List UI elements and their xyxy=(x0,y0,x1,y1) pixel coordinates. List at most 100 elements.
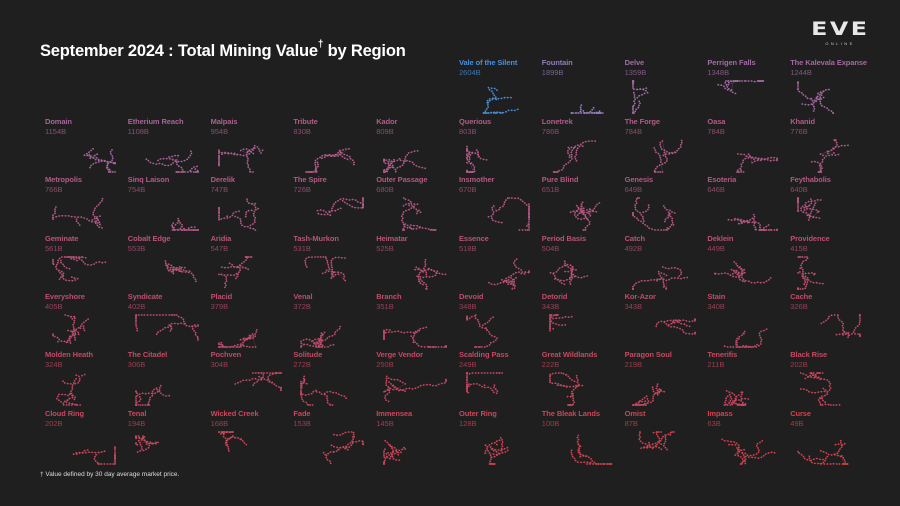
system-dot xyxy=(383,171,386,173)
system-dot xyxy=(473,170,476,173)
system-dot xyxy=(550,316,553,318)
region-name: Pure Blind xyxy=(541,175,579,185)
system-dot xyxy=(505,199,507,202)
system-dot xyxy=(482,158,485,161)
system-dot xyxy=(164,264,167,266)
system-dot xyxy=(687,332,690,335)
system-dot xyxy=(582,209,585,212)
system-dot xyxy=(657,272,660,275)
system-dot xyxy=(736,80,739,82)
system-dot xyxy=(760,342,763,345)
region-cell: Malpais 954B xyxy=(211,117,293,175)
system-dot xyxy=(661,280,664,283)
system-dot xyxy=(575,151,577,154)
region-name: Detorid xyxy=(541,291,568,301)
system-dot xyxy=(348,147,351,150)
system-dot xyxy=(486,321,489,324)
system-dot xyxy=(755,221,757,224)
system-dot xyxy=(684,319,687,322)
system-dot xyxy=(507,109,510,112)
system-dot xyxy=(749,155,752,157)
system-dot xyxy=(674,319,677,322)
system-dot xyxy=(188,325,191,328)
system-dot xyxy=(583,229,586,232)
system-dot xyxy=(840,144,843,147)
system-dot xyxy=(753,158,756,161)
jump-line xyxy=(805,206,808,216)
system-dot xyxy=(748,221,751,224)
system-dot xyxy=(107,168,110,171)
system-dot xyxy=(326,154,329,157)
jump-line xyxy=(660,162,663,173)
system-dot xyxy=(572,273,574,276)
system-dot xyxy=(815,100,818,103)
system-dot xyxy=(734,80,737,82)
system-dot xyxy=(730,80,733,83)
system-dot xyxy=(300,345,303,348)
system-dot xyxy=(490,217,493,220)
system-dot xyxy=(854,326,857,329)
system-dot xyxy=(179,228,181,230)
system-dot xyxy=(424,227,427,230)
system-dot xyxy=(498,208,500,211)
system-dot xyxy=(718,272,720,275)
system-dot xyxy=(810,202,813,205)
system-dot xyxy=(561,316,564,319)
system-dot xyxy=(383,334,386,337)
system-dot xyxy=(561,265,564,268)
system-dot xyxy=(338,256,340,258)
system-dot xyxy=(647,227,650,230)
system-dot xyxy=(570,315,573,318)
system-dot xyxy=(52,214,54,217)
system-dot xyxy=(818,98,821,101)
system-dot xyxy=(72,256,75,259)
system-dot xyxy=(93,209,96,212)
system-dot xyxy=(184,322,186,325)
system-dot xyxy=(417,275,420,278)
system-dot xyxy=(493,87,496,90)
system-dot xyxy=(251,332,253,335)
system-dot xyxy=(171,313,174,316)
system-dot xyxy=(170,155,173,158)
system-dot xyxy=(502,111,504,114)
system-dot xyxy=(832,112,835,114)
region-cell: Genesis 649B xyxy=(625,175,707,233)
system-dot xyxy=(646,208,649,211)
system-dot xyxy=(487,112,490,114)
system-dot xyxy=(239,344,242,346)
system-dot xyxy=(180,316,183,319)
system-dot xyxy=(654,325,657,328)
system-dot xyxy=(223,345,226,348)
system-dot xyxy=(637,197,640,200)
system-dot xyxy=(805,202,808,205)
system-dot xyxy=(806,280,809,283)
system-dot xyxy=(177,217,179,220)
system-dot xyxy=(744,330,746,333)
system-dot xyxy=(564,264,567,267)
system-dot xyxy=(805,212,808,215)
system-dot xyxy=(217,160,220,163)
system-dot xyxy=(156,159,159,162)
system-dot xyxy=(328,267,331,270)
logo-text: EVE xyxy=(810,18,870,40)
system-dot xyxy=(514,109,516,112)
system-dot xyxy=(236,216,239,219)
region-cell: Querious 803B xyxy=(459,117,541,175)
jump-line xyxy=(338,273,346,281)
system-dot xyxy=(757,280,759,283)
system-dot xyxy=(155,313,158,316)
system-dot xyxy=(305,171,308,173)
system-dot xyxy=(337,272,340,275)
system-dot xyxy=(217,157,220,160)
system-dot xyxy=(88,219,91,222)
system-dot xyxy=(510,96,512,99)
system-dot xyxy=(89,157,92,160)
system-dot xyxy=(93,217,96,220)
system-dot xyxy=(147,159,150,162)
system-dot xyxy=(135,325,137,327)
system-dot xyxy=(660,320,662,323)
system-dot xyxy=(586,218,588,221)
system-dot xyxy=(490,87,493,90)
system-dot xyxy=(853,328,856,331)
system-dot xyxy=(478,322,481,325)
